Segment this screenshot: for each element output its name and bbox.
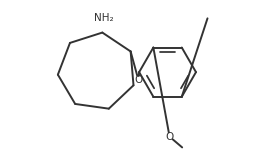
Text: NH₂: NH₂ xyxy=(94,13,114,23)
Text: O: O xyxy=(134,75,143,85)
Text: O: O xyxy=(165,132,174,142)
